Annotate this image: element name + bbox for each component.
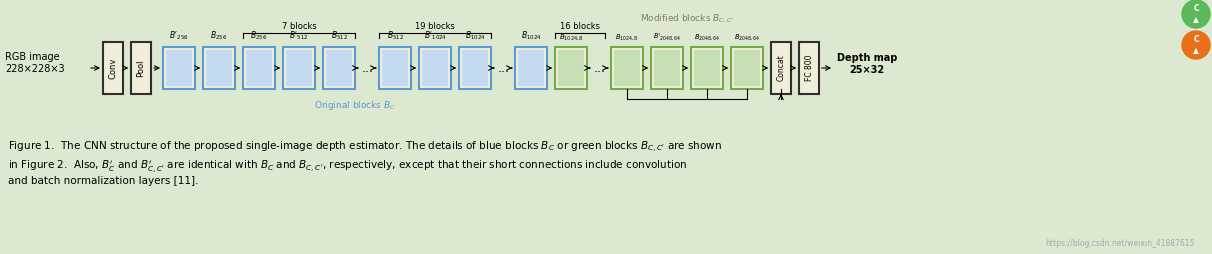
Bar — [734, 50, 760, 86]
Bar — [166, 50, 191, 86]
Text: 7 blocks: 7 blocks — [281, 22, 316, 31]
Bar — [799, 42, 819, 94]
Text: $B_{2048,64}$: $B_{2048,64}$ — [733, 32, 760, 42]
Bar — [422, 50, 448, 86]
Text: $B_{256}$: $B_{256}$ — [251, 29, 268, 42]
Bar — [771, 42, 791, 94]
Bar — [691, 47, 724, 89]
Text: ...: ... — [594, 62, 606, 75]
Bar — [131, 42, 152, 94]
Bar — [324, 47, 355, 89]
Circle shape — [1182, 0, 1210, 28]
Bar — [515, 47, 547, 89]
Text: $B_{1024,8}$: $B_{1024,8}$ — [559, 32, 583, 42]
Text: $B'_{256}$: $B'_{256}$ — [170, 29, 189, 42]
Text: Figure 1.  The CNN structure of the proposed single-image depth estimator. The d: Figure 1. The CNN structure of the propo… — [8, 140, 722, 155]
Bar — [694, 50, 720, 86]
Bar — [162, 47, 195, 89]
Bar — [419, 47, 451, 89]
Text: $B_{1024,8}$: $B_{1024,8}$ — [616, 32, 639, 42]
Bar — [614, 50, 640, 86]
Text: Depth map
25×32: Depth map 25×32 — [837, 53, 897, 75]
Text: ...: ... — [498, 62, 510, 75]
Text: C
▲: C ▲ — [1193, 35, 1199, 55]
Text: ...: ... — [362, 62, 375, 75]
Bar — [731, 47, 764, 89]
Bar — [611, 47, 644, 89]
Bar — [379, 47, 411, 89]
Text: $B_{1024}$: $B_{1024}$ — [464, 29, 485, 42]
Bar — [282, 47, 315, 89]
Text: Conv: Conv — [109, 57, 118, 79]
Bar — [286, 50, 311, 86]
Bar — [462, 50, 488, 86]
Bar — [382, 50, 408, 86]
Text: $B'_{2048,64}$: $B'_{2048,64}$ — [653, 31, 681, 42]
Bar — [242, 47, 275, 89]
Bar — [206, 50, 231, 86]
Bar — [558, 50, 584, 86]
Text: $B'_{1024}$: $B'_{1024}$ — [423, 29, 446, 42]
Text: https://blog.csdn.net/weixin_41887615: https://blog.csdn.net/weixin_41887615 — [1046, 239, 1195, 248]
Text: $B_{1024}$: $B_{1024}$ — [521, 29, 542, 42]
Text: $B_{256}$: $B_{256}$ — [211, 29, 228, 42]
Text: C
▲: C ▲ — [1193, 4, 1199, 24]
Bar — [651, 47, 684, 89]
Text: $B_{512}$: $B_{512}$ — [331, 29, 348, 42]
Bar — [246, 50, 271, 86]
Text: Original blocks $B_C$: Original blocks $B_C$ — [314, 99, 396, 112]
Circle shape — [1182, 31, 1210, 59]
Bar — [654, 50, 680, 86]
Text: and batch normalization layers [11].: and batch normalization layers [11]. — [8, 176, 199, 186]
Bar — [202, 47, 235, 89]
Bar — [103, 42, 122, 94]
Text: $B_{2048,64}$: $B_{2048,64}$ — [693, 32, 720, 42]
Text: $B_{512}$: $B_{512}$ — [387, 29, 404, 42]
Text: $B'_{512}$: $B'_{512}$ — [290, 29, 309, 42]
Text: Pool: Pool — [137, 59, 145, 77]
Text: Concat: Concat — [777, 55, 785, 81]
Text: 19 blocks: 19 blocks — [415, 22, 454, 31]
Bar — [518, 50, 544, 86]
Text: 16 blocks: 16 blocks — [560, 22, 600, 31]
Text: FC 800: FC 800 — [805, 55, 813, 81]
Text: RGB image
228×228×3: RGB image 228×228×3 — [5, 52, 64, 74]
Text: in Figure 2.  Also, $B^{\prime}_C$ and $B^{\prime}_{C,C^{\prime}}$ are identical: in Figure 2. Also, $B^{\prime}_C$ and $B… — [8, 158, 687, 175]
Bar — [326, 50, 351, 86]
Text: Modified blocks $B_{C,C^{\prime}}$: Modified blocks $B_{C,C^{\prime}}$ — [640, 13, 734, 25]
Bar — [555, 47, 587, 89]
Bar — [459, 47, 491, 89]
